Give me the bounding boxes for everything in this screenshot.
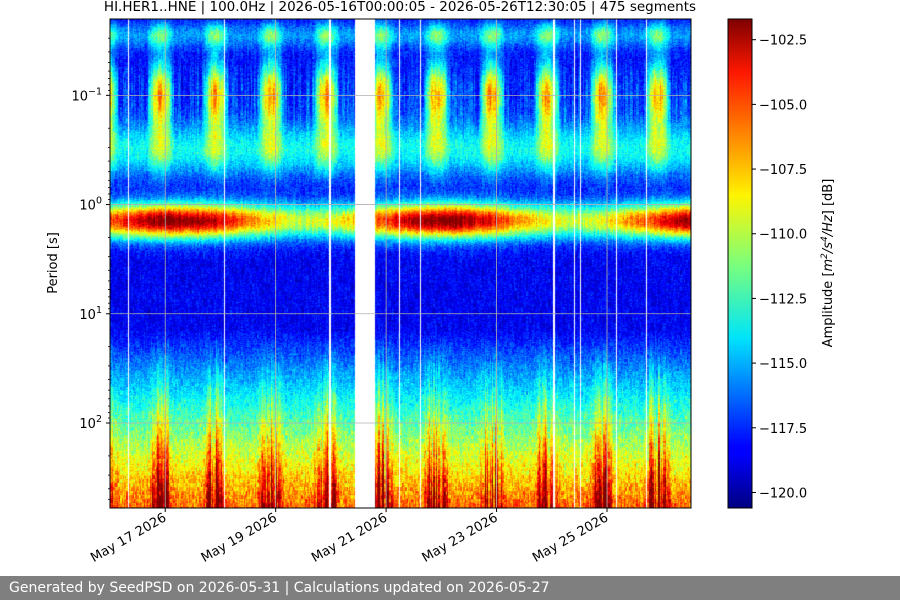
colorbar-tick-label-3: −110.0	[759, 228, 807, 243]
colorbar-ticks: −102.5 −105.0 −107.5 −110.0 −112.5 −115.0 −117…	[752, 34, 807, 501]
x-tick-label-4: May 25 2026	[530, 510, 611, 565]
y-tick-label-2: 101	[79, 305, 102, 323]
colorbar-tick-label-4: −112.5	[759, 292, 807, 307]
x-tick-label-2: May 21 2026	[309, 510, 390, 565]
colorbar-tick-label-0: −102.5	[759, 34, 807, 49]
x-tick-label-3: May 23 2026	[420, 510, 501, 565]
x-tick-label-0: May 17 2026	[88, 510, 169, 565]
plot-frame	[109, 18, 692, 509]
y-tick-label-1: 100	[79, 196, 102, 214]
y-tick-label-3: 102	[79, 414, 102, 432]
x-axis-ticks: May 17 2026 May 19 2026 May 21 2026 May 23 …	[88, 508, 611, 566]
footer-bar: Generated by SeedPSD on 2026-05-31 | Cal…	[0, 576, 900, 600]
colorbar-label: Amplitude [m2/s4/Hz] [dB]	[820, 179, 836, 348]
colorbar-tick-label-1: −105.0	[759, 98, 807, 113]
colorbar-tick-label-2: −107.5	[759, 163, 807, 178]
colorbar-tick-label-7: −120.0	[759, 486, 807, 501]
colorbar-tick-label-6: −117.5	[759, 422, 807, 437]
chart-title: HI.HER1..HNE | 100.0Hz | 2026-05-16T00:0…	[104, 0, 696, 15]
psd-chart: HI.HER1..HNE | 100.0Hz | 2026-05-16T00:0…	[46, 0, 836, 566]
colorbar-tick-label-5: −115.0	[759, 357, 807, 372]
spectrogram-area	[110, 19, 691, 508]
y-tick-label-0: 10−1	[71, 86, 102, 104]
y-axis-ticks: 10−1 100 101 102	[71, 37, 110, 500]
colorbar	[727, 18, 753, 509]
grid-lines	[110, 19, 691, 508]
x-tick-label-1: May 19 2026	[199, 510, 280, 565]
footer-text: Generated by SeedPSD on 2026-05-31 | Cal…	[9, 580, 550, 596]
y-axis-label: Period [s]	[46, 232, 61, 294]
